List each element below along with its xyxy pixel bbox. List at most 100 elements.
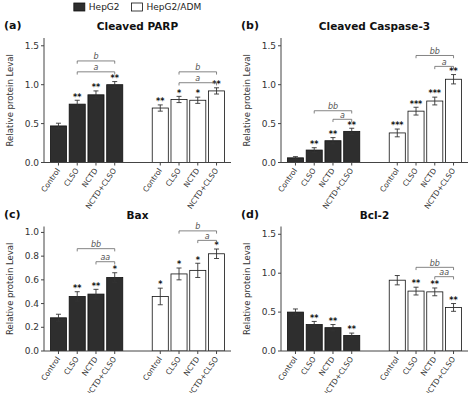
- panel-label: (d): [241, 208, 259, 221]
- significance-star: *: [177, 260, 182, 269]
- bar: [408, 111, 424, 162]
- bar: [344, 131, 360, 162]
- significance-star: *: [196, 89, 201, 98]
- x-tick-label: CLSO: [62, 355, 81, 377]
- bar: [427, 292, 443, 351]
- y-axis-label: Relative protein Leval: [242, 243, 252, 335]
- x-tick: [397, 163, 398, 166]
- x-axis: [281, 162, 468, 163]
- y-tick-label: 0.5: [262, 307, 276, 317]
- bar: [445, 79, 461, 162]
- y-tick-label: 1.0: [262, 80, 277, 90]
- bar: [445, 307, 461, 351]
- title: Cleaved Caspase-3: [319, 20, 430, 32]
- x-tick: [295, 351, 296, 354]
- x-tick: [58, 163, 59, 166]
- y-axis-label: Relative protein Leval: [5, 54, 15, 146]
- error-bar: [158, 288, 163, 305]
- panel-label: (c): [4, 208, 21, 221]
- x-tick-label: Control: [378, 355, 401, 382]
- significance-star: **: [329, 130, 338, 139]
- bar: [171, 99, 187, 162]
- x-tick: [160, 351, 161, 354]
- significance-star: **: [310, 314, 319, 323]
- x-tick: [216, 163, 217, 166]
- x-axis: [281, 351, 468, 352]
- x-tick: [58, 351, 59, 354]
- x-tick: [434, 163, 435, 166]
- y-tick-label: 1.5: [25, 41, 39, 51]
- error-bar: [293, 157, 298, 159]
- significance-star: **: [111, 74, 120, 83]
- bracket-label: b: [93, 52, 98, 61]
- bar: [208, 91, 224, 163]
- y-tick-label: 1.5: [262, 229, 276, 239]
- bar: [208, 254, 224, 351]
- x-tick: [332, 351, 333, 354]
- y-tick-label: 0.0: [262, 346, 277, 356]
- bar: [69, 104, 85, 162]
- significance-star: *: [196, 256, 201, 265]
- y-tick-label: 0.5: [25, 119, 39, 129]
- error-bar: [75, 292, 80, 301]
- x-axis: [44, 162, 231, 163]
- y-tick-label: 1.0: [262, 268, 277, 278]
- bars: [287, 75, 461, 163]
- bracket-label: a: [442, 58, 447, 67]
- x-tick-label: NCTD+CLSO: [84, 355, 119, 393]
- y-tick-label: 1.0: [25, 80, 40, 90]
- x-tick: [332, 163, 333, 166]
- error-bar: [395, 276, 400, 285]
- legend-swatch: [132, 3, 143, 11]
- x-tick-label: CLSO: [401, 355, 420, 377]
- significance-star: **: [73, 93, 82, 102]
- significance-star: **: [92, 282, 101, 291]
- y-axis: [281, 38, 282, 163]
- x-tick-label: Control: [39, 166, 62, 193]
- bracket-label: a: [195, 74, 200, 83]
- x-tick: [160, 163, 161, 166]
- y-tick-label: 0.4: [25, 299, 40, 309]
- x-tick: [179, 351, 180, 354]
- x-tick: [114, 351, 115, 354]
- panel-label: (a): [4, 19, 21, 32]
- panel: (a)Cleaved PARP0.00.51.01.5Relative prot…: [4, 19, 231, 211]
- bars: [287, 276, 461, 351]
- y-axis-label: Relative protein Leval: [242, 54, 252, 146]
- bar: [306, 325, 322, 351]
- significance-star: ***: [428, 89, 441, 98]
- x-tick: [114, 163, 115, 166]
- bar: [171, 274, 187, 351]
- x-tick-label: CLSO: [164, 355, 183, 377]
- bar: [389, 133, 405, 163]
- x-tick-label: NCTD+CLSO: [423, 166, 458, 210]
- x-tick-label: Control: [141, 166, 164, 193]
- x-tick: [453, 163, 454, 166]
- x-tick-label: NCTD+CLSO: [84, 166, 119, 210]
- bar: [427, 101, 443, 162]
- y-axis-label: Relative protein Leval: [5, 243, 15, 335]
- x-tick: [434, 351, 435, 354]
- x-tick: [197, 351, 198, 354]
- bar: [88, 294, 104, 351]
- significance-star: ***: [410, 100, 423, 109]
- bar: [50, 318, 66, 351]
- x-tick: [77, 351, 78, 354]
- y-tick-label: 0.8: [25, 251, 40, 261]
- error-bar: [195, 263, 200, 277]
- x-tick: [314, 163, 315, 166]
- x-tick: [197, 163, 198, 166]
- x-tick: [216, 351, 217, 354]
- error-bar: [214, 249, 219, 258]
- x-tick: [179, 163, 180, 166]
- x-tick: [314, 351, 315, 354]
- bracket-label: b: [195, 222, 200, 231]
- legend-label: HepG2: [89, 2, 120, 12]
- x-tick: [416, 163, 417, 166]
- y-tick-label: 1.0: [25, 227, 40, 237]
- panel: (b)Cleaved Caspase-30.00.51.01.5Relative…: [241, 19, 468, 211]
- bar: [50, 126, 66, 163]
- significance-star: **: [73, 284, 82, 293]
- significance-star: *: [158, 280, 163, 289]
- y-tick-label: 0.0: [25, 158, 40, 168]
